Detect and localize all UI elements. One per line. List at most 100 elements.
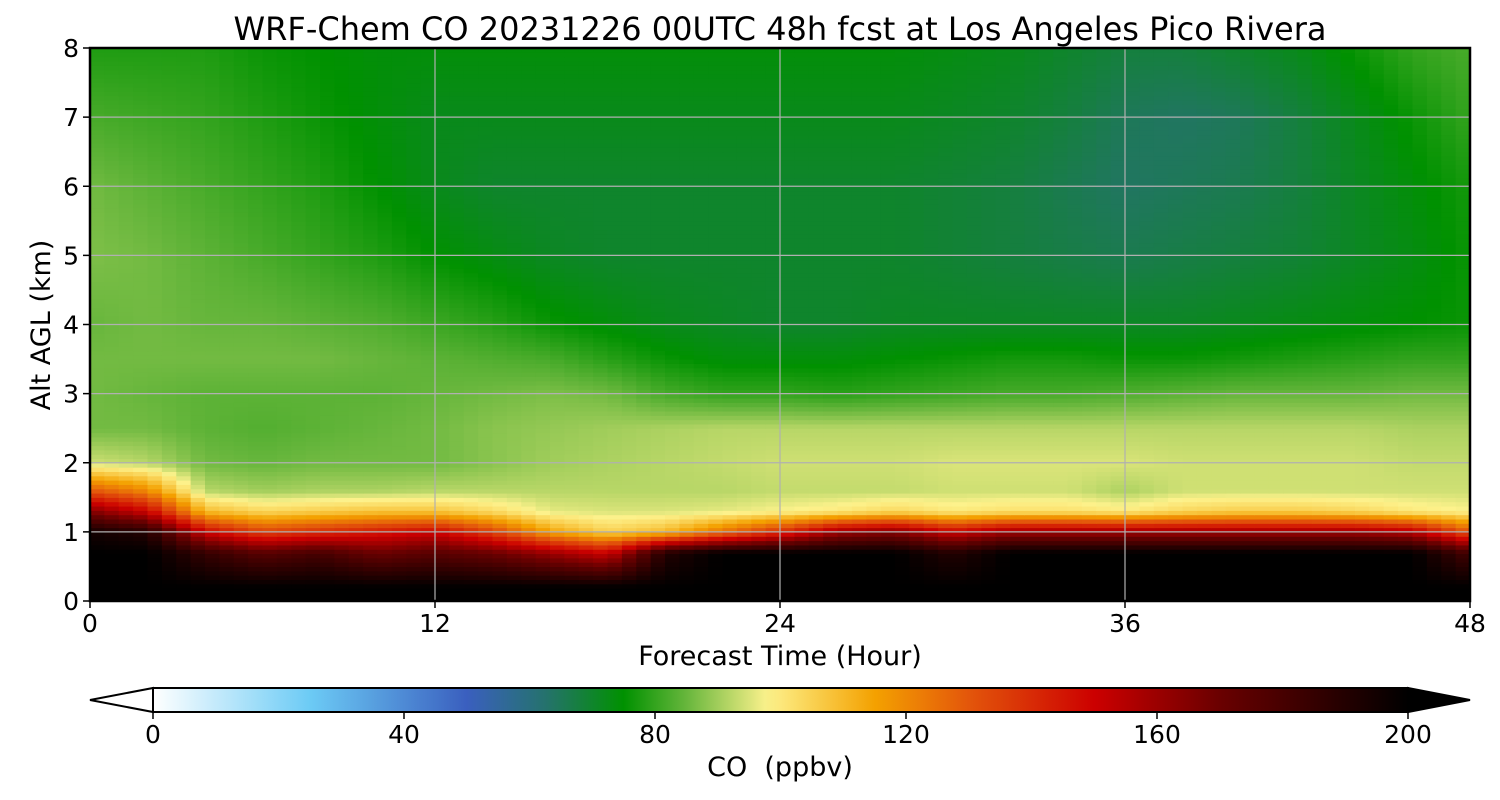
heatmap-cell [1211, 510, 1227, 516]
heatmap-cell [1110, 445, 1126, 451]
heatmap-cell [938, 384, 954, 390]
heatmap-cell [1139, 462, 1155, 468]
heatmap-cell [636, 441, 652, 447]
heatmap-cell [233, 497, 249, 503]
heatmap-cell [1182, 514, 1198, 520]
heatmap-cell [205, 410, 220, 416]
heatmap-cell [1254, 458, 1270, 464]
heatmap-cell [1067, 592, 1083, 598]
heatmap-cell [104, 553, 120, 559]
heatmap-cell [1355, 397, 1370, 403]
heatmap-cell [923, 583, 939, 589]
heatmap-cell [823, 454, 839, 460]
heatmap-cell [1283, 406, 1299, 412]
heatmap-cell [1283, 458, 1299, 464]
heatmap-cell [837, 557, 853, 563]
heatmap-cell [1254, 471, 1270, 477]
heatmap-cell [693, 497, 709, 503]
heatmap-cell [1398, 419, 1414, 425]
heatmap-cell [995, 583, 1011, 589]
heatmap-cell [895, 575, 910, 580]
heatmap-cell [176, 518, 192, 524]
heatmap-cell [1355, 449, 1370, 455]
heatmap-cell [1383, 484, 1399, 490]
heatmap-cell [233, 376, 249, 382]
heatmap-cell [1053, 471, 1069, 477]
heatmap-cell [837, 579, 853, 585]
heatmap-cell [866, 505, 882, 511]
heatmap-cell [1168, 575, 1184, 580]
heatmap-cell [607, 570, 623, 576]
heatmap-cell [751, 389, 767, 395]
heatmap-cell [621, 467, 637, 472]
heatmap-cell [377, 449, 393, 455]
heatmap-cell [837, 518, 853, 524]
heatmap-cell [104, 570, 120, 576]
heatmap-cell [463, 553, 479, 559]
heatmap-cell [665, 475, 680, 481]
heatmap-cell [1038, 462, 1054, 468]
heatmap-cell [550, 596, 565, 601]
heatmap-cell [780, 553, 795, 559]
heatmap-cell [147, 384, 163, 390]
heatmap-cell [1254, 428, 1270, 434]
heatmap-cell [794, 540, 810, 546]
heatmap-cell [305, 488, 321, 494]
heatmap-cell [851, 380, 867, 386]
heatmap-cell [492, 523, 508, 529]
heatmap-cell [1038, 428, 1054, 434]
heatmap-cell [665, 592, 680, 598]
heatmap-cell [1455, 583, 1470, 589]
heatmap-cell [1297, 596, 1313, 601]
heatmap-cell [851, 514, 867, 520]
heatmap-cell [708, 570, 724, 576]
heatmap-cell [1426, 458, 1442, 464]
heatmap-cell [1355, 423, 1370, 429]
heatmap-cell [866, 484, 882, 490]
heatmap-cell [1441, 579, 1457, 585]
heatmap-cell [176, 484, 192, 490]
heatmap-cell [550, 402, 565, 408]
heatmap-cell [736, 389, 752, 395]
heatmap-cell [1383, 419, 1399, 425]
heatmap-cell [1110, 549, 1126, 555]
heatmap-cell [190, 570, 206, 576]
heatmap-cell [550, 592, 565, 598]
heatmap-cell [1355, 432, 1370, 438]
heatmap-cell [1340, 497, 1356, 503]
heatmap-cell [334, 402, 350, 408]
heatmap-cell [823, 480, 839, 485]
heatmap-cell [348, 415, 364, 421]
heatmap-cell [320, 389, 335, 395]
heatmap-cell [938, 523, 954, 529]
heatmap-cell [550, 588, 565, 593]
heatmap-cell [118, 592, 134, 598]
heatmap-cell [1383, 531, 1399, 537]
heatmap-cell [1455, 514, 1470, 520]
heatmap-cell [1254, 415, 1270, 421]
heatmap-cell [895, 415, 910, 421]
heatmap-cell [535, 488, 551, 494]
heatmap-cell [923, 467, 939, 472]
heatmap-cell [1254, 518, 1270, 524]
heatmap-cell [478, 588, 494, 593]
heatmap-cell [837, 514, 853, 520]
heatmap-cell [780, 501, 795, 507]
heatmap-cell [492, 380, 508, 386]
heatmap-cell [406, 462, 422, 468]
heatmap-cell [665, 492, 680, 498]
heatmap-cell [1268, 527, 1284, 533]
heatmap-cell [219, 501, 235, 507]
heatmap-cell [190, 454, 206, 460]
heatmap-cell [1211, 497, 1227, 503]
heatmap-cell [621, 436, 637, 442]
heatmap-cell [1196, 406, 1212, 412]
heatmap-cell [736, 596, 752, 601]
heatmap-cell [320, 475, 335, 481]
heatmap-cell [1455, 467, 1470, 472]
heatmap-cell [693, 536, 709, 542]
heatmap-cell [506, 406, 522, 412]
heatmap-cell [1383, 380, 1399, 386]
heatmap-cell [449, 415, 465, 421]
heatmap-cell [1311, 575, 1327, 580]
